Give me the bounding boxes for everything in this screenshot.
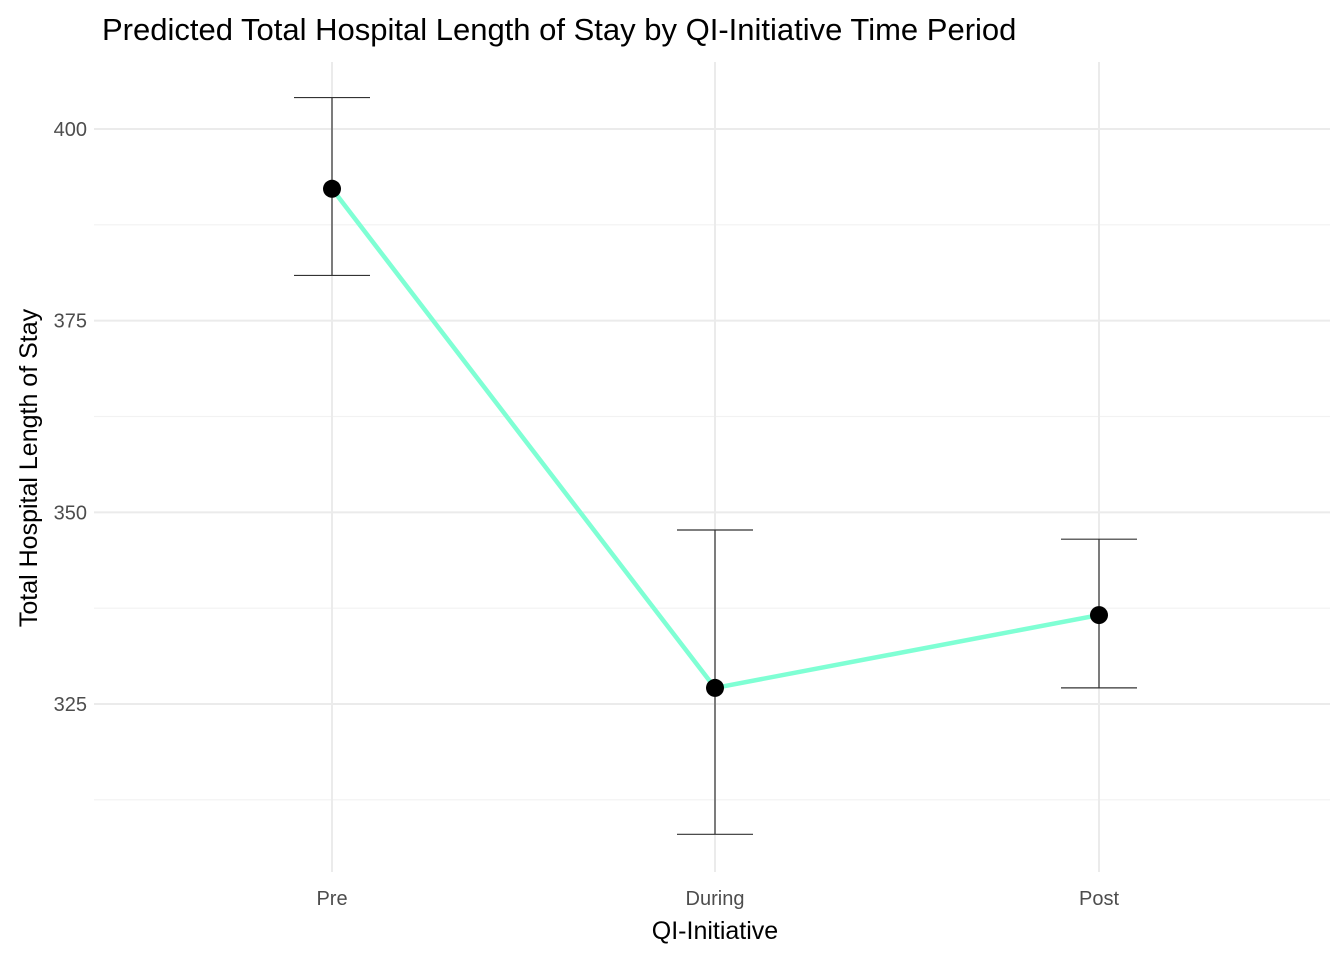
data-point-during (706, 678, 724, 697)
y-tick-label: 350 (54, 502, 87, 524)
data-points (323, 179, 1108, 697)
x-tick-label: During (686, 888, 745, 910)
chart-title: Predicted Total Hospital Length of Stay … (102, 12, 1016, 47)
x-axis-tick-labels: Pre During Post (316, 888, 1119, 910)
y-tick-label: 325 (54, 694, 87, 716)
y-tick-label: 400 (54, 119, 87, 141)
x-axis-title: QI-Initiative (652, 917, 778, 945)
x-tick-label: Pre (316, 888, 347, 910)
y-axis-title: Total Hospital Length of Stay (15, 308, 43, 627)
gridlines (94, 62, 1330, 872)
data-point-pre (323, 179, 341, 198)
y-axis-tick-labels: 325 350 375 400 (54, 119, 87, 716)
data-point-post (1090, 606, 1108, 625)
y-tick-label: 375 (54, 311, 87, 333)
x-tick-label: Post (1079, 888, 1119, 910)
